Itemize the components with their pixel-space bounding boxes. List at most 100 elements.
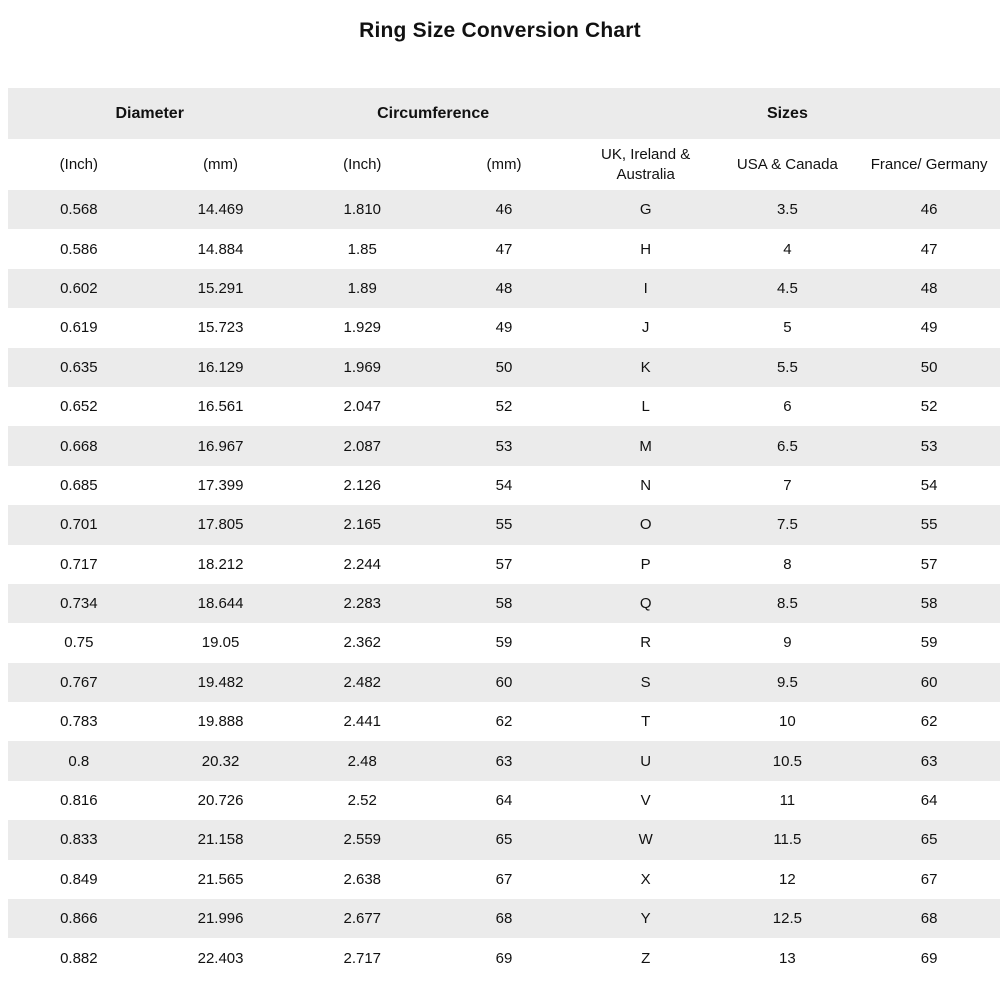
cell: 67	[920, 870, 938, 888]
ring-size-table: Diameter Circumference Sizes (Inch) (mm)…	[8, 88, 1000, 978]
cell: 7.5	[776, 516, 798, 534]
cell: 0.8	[68, 752, 90, 770]
cell: 2.677	[343, 910, 382, 928]
cell: 15.723	[197, 319, 244, 337]
cell: 47	[495, 240, 513, 258]
cell: 53	[495, 437, 513, 455]
cell: 12	[779, 870, 796, 888]
cell: V	[640, 792, 651, 810]
cell: 57	[495, 555, 513, 573]
cell: 4	[783, 240, 792, 258]
cell: 53	[920, 437, 938, 455]
table-body: 0.568 14.469 1.810 46 G 3.5 46 0.586 14.884 1.85 4…	[8, 190, 1000, 978]
column-header-circumference-inch: (Inch)	[291, 139, 434, 190]
cell: U	[640, 752, 652, 770]
cell: 2.126	[343, 476, 382, 494]
cell: X	[640, 870, 651, 888]
cell: 13	[779, 949, 796, 967]
cell: 6	[783, 398, 792, 416]
table-row: 0.816 20.726 2.52 64 V 11 64	[8, 780, 1000, 821]
cell: 0.734	[60, 595, 98, 613]
cell: 1.969	[343, 358, 382, 376]
cell: 20.32	[201, 752, 240, 770]
cell: 67	[495, 870, 513, 888]
column-header-diameter-inch: (Inch)	[8, 139, 150, 190]
cell: 54	[920, 476, 938, 494]
cell: 55	[495, 516, 513, 534]
cell: 0.685	[60, 476, 98, 494]
cell: 1.810	[343, 201, 382, 219]
cell: 0.849	[60, 870, 98, 888]
table-row: 0.668 16.967 2.087 53 M 6.5 53	[8, 426, 1000, 466]
table-row: 0.75 19.05 2.362 59 R 9 59	[8, 623, 1000, 663]
cell: 2.283	[343, 595, 382, 613]
column-header-circumference-mm: (mm)	[433, 139, 575, 190]
cell: L	[641, 398, 650, 416]
cell: 2.165	[343, 516, 382, 534]
cell: 0.833	[60, 831, 98, 849]
table-row: 0.652 16.561 2.047 52 L 6 52	[8, 386, 1000, 427]
cell: 62	[920, 713, 938, 731]
cell: J	[641, 319, 650, 337]
table-row: 0.767 19.482 2.482 60 S 9.5 60	[8, 662, 1000, 703]
cell: 65	[495, 831, 513, 849]
cell: 52	[920, 398, 938, 416]
cell: 65	[920, 831, 938, 849]
cell: 46	[920, 201, 938, 219]
cell: Z	[641, 949, 651, 967]
cell: 0.668	[60, 437, 98, 455]
cell: 69	[495, 949, 513, 967]
cell: 2.559	[343, 831, 382, 849]
cell: 68	[495, 910, 513, 928]
cell: 55	[920, 516, 938, 534]
cell: 11	[779, 792, 796, 810]
column-group-row: Diameter Circumference Sizes	[8, 88, 1000, 139]
cell: Y	[640, 910, 651, 928]
cell: 20.726	[197, 792, 244, 810]
cell: 2.482	[343, 673, 382, 691]
cell: T	[641, 713, 651, 731]
cell: I	[643, 279, 648, 297]
cell: 50	[495, 358, 513, 376]
column-group-diameter: Diameter	[8, 88, 292, 139]
table-header: Diameter Circumference Sizes (Inch) (mm)…	[8, 88, 1000, 190]
table-row: 0.866 21.996 2.677 68 Y 12.5 68	[8, 899, 1000, 939]
table-row: 0.783 19.888 2.441 62 T 10 62	[8, 702, 1000, 742]
table-row: 0.734 18.644 2.283 58 Q 8.5 58	[8, 583, 1000, 624]
cell: 21.565	[197, 870, 244, 888]
cell: 5.5	[776, 358, 798, 376]
cell: 62	[495, 713, 513, 731]
cell: 64	[495, 792, 513, 810]
table-row: 0.849 21.565 2.638 67 X 12 67	[8, 859, 1000, 900]
cell: 0.783	[60, 713, 98, 731]
cell: 60	[920, 673, 938, 691]
table-row: 0.833 21.158 2.559 65 W 11.5 65	[8, 820, 1000, 860]
cell: H	[640, 240, 652, 258]
cell: 0.816	[60, 792, 98, 810]
cell: 1.85	[347, 240, 377, 258]
cell: 63	[920, 752, 938, 770]
cell: 19.05	[201, 634, 240, 652]
cell: M	[639, 437, 652, 455]
cell: P	[640, 555, 651, 573]
cell: 15.291	[197, 279, 244, 297]
cell: 58	[495, 595, 513, 613]
cell: 0.866	[60, 910, 98, 928]
cell: 10.5	[772, 752, 802, 770]
cell: S	[640, 673, 651, 691]
cell: W	[638, 831, 653, 849]
cell: Q	[639, 595, 652, 613]
cell: 19.888	[197, 713, 244, 731]
cell: 3.5	[776, 201, 798, 219]
cell: 7	[783, 476, 792, 494]
cell: 18.644	[197, 595, 244, 613]
cell: 16.129	[197, 358, 244, 376]
cell: 17.399	[197, 476, 244, 494]
table-row: 0.586 14.884 1.85 47 H 4 47	[8, 229, 1000, 269]
cell: 14.469	[197, 201, 244, 219]
cell: 48	[495, 279, 513, 297]
cell: 2.244	[343, 555, 382, 573]
cell: 57	[920, 555, 938, 573]
column-header-france-germany: France/ Germany	[858, 139, 1000, 190]
cell: 9.5	[776, 673, 798, 691]
